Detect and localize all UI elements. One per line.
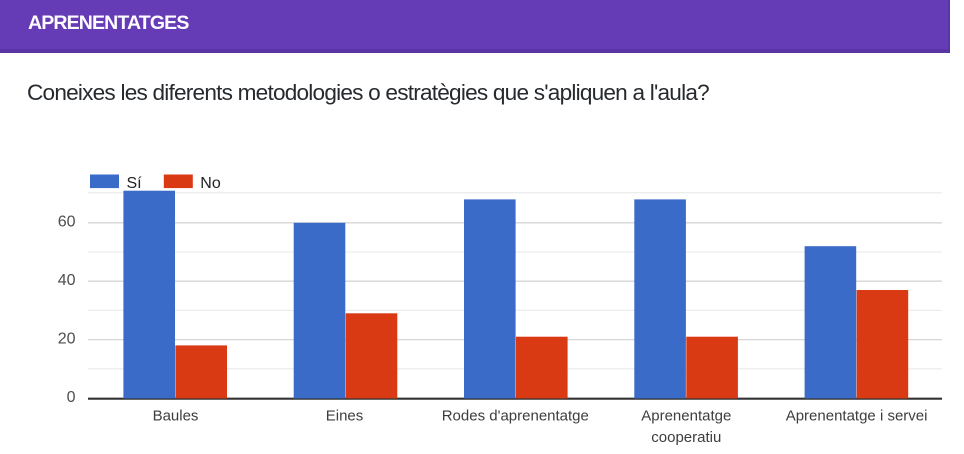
svg-text:20: 20	[58, 330, 76, 347]
svg-text:cooperatiu: cooperatiu	[651, 429, 721, 446]
svg-text:Sí: Sí	[127, 175, 143, 192]
svg-text:Aprenentatge i servei: Aprenentatge i servei	[786, 408, 928, 425]
svg-text:No: No	[200, 175, 221, 192]
svg-text:0: 0	[67, 389, 76, 406]
svg-text:60: 60	[58, 214, 76, 231]
svg-text:Rodes d'aprenentatge: Rodes d'aprenentatge	[442, 408, 589, 425]
svg-text:Eines: Eines	[326, 408, 364, 425]
svg-text:40: 40	[58, 272, 76, 289]
svg-text:Baules: Baules	[153, 408, 199, 425]
svg-text:Aprenentatge: Aprenentatge	[641, 408, 731, 425]
